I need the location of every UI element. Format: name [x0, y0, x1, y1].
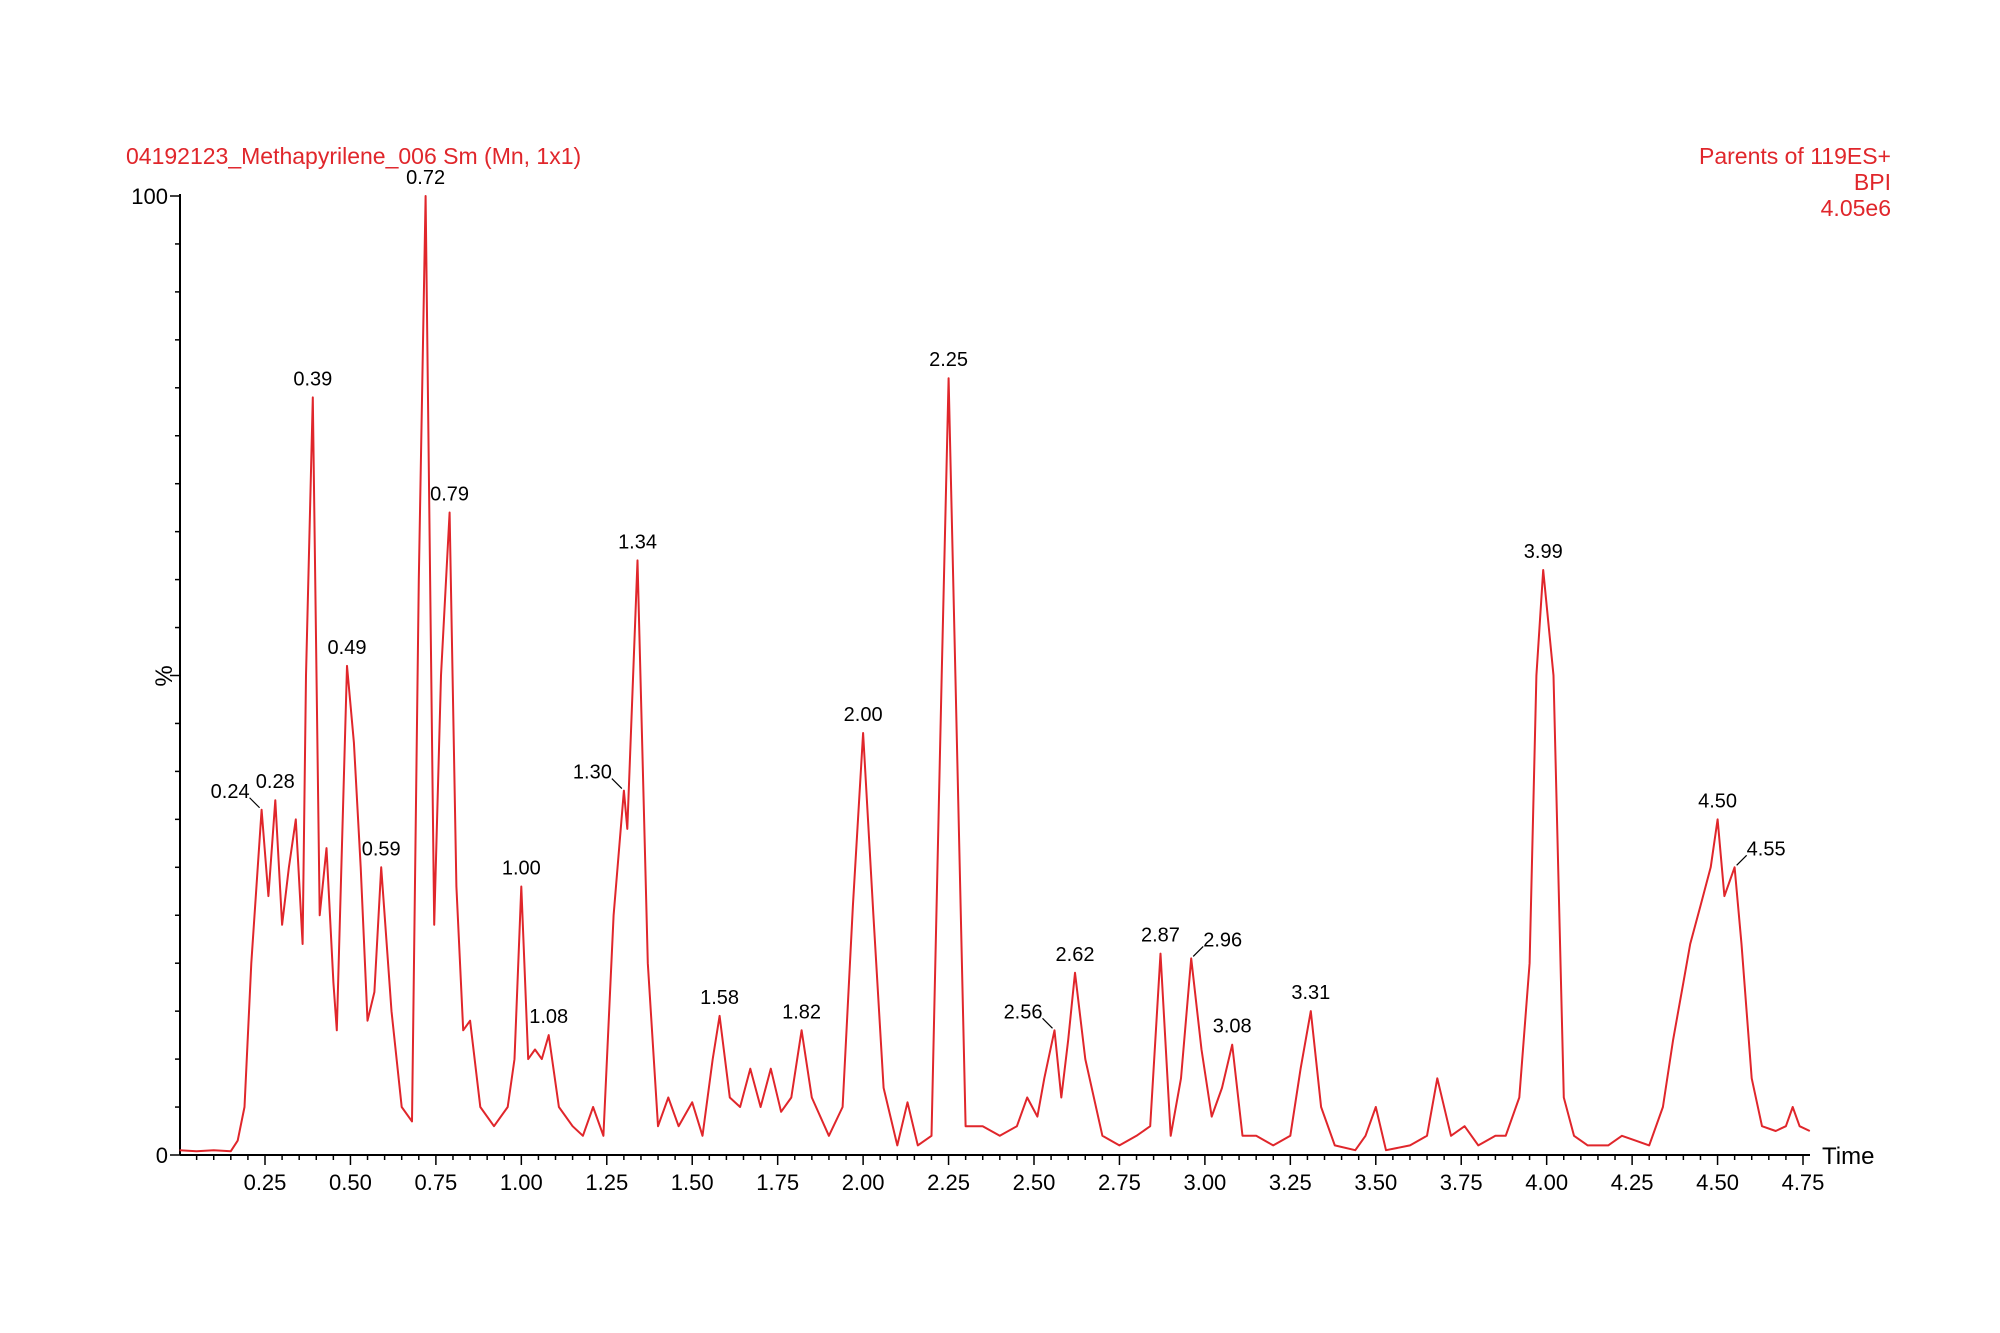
peak-label: 2.87	[1141, 925, 1180, 947]
x-tick-label: 4.50	[1696, 1170, 1739, 1195]
peak-label: 2.62	[1056, 944, 1095, 966]
peak-label: 1.00	[502, 857, 541, 879]
peak-label: 1.34	[618, 531, 657, 553]
peak-label: 2.96	[1203, 929, 1242, 951]
chart-title: 04192123_Methapyrilene_006 Sm (Mn, 1x1)	[126, 143, 582, 169]
peak-annotations: 0.24 0.28 0.39 0.49 0.59 0.72 0.79 1.00 1.08 1.30…	[211, 167, 1786, 1038]
annotation-leader	[611, 778, 623, 790]
peak-label: 1.58	[700, 987, 739, 1009]
peak-label: 4.55	[1747, 838, 1786, 860]
trace-layer	[179, 195, 1811, 1153]
x-tick-label: 2.25	[927, 1170, 970, 1195]
x-tick-label: 3.75	[1440, 1170, 1483, 1195]
x-tick-label: 1.25	[585, 1170, 628, 1195]
x-axis-label: Time	[1822, 1143, 1874, 1170]
x-tick-label: 1.00	[500, 1170, 543, 1195]
chart-axes: 0.25 0.50 0.75 1.00 1.25 1.50 1.75 2.00 2.25 2.50…	[131, 184, 1874, 1195]
annotation-leader	[1736, 854, 1748, 866]
x-tick-label: 0.50	[329, 1170, 372, 1195]
peak-label: 0.49	[328, 637, 367, 659]
x-tick-label: 2.00	[842, 1170, 885, 1195]
chart-info-parents: Parents of 119ES+	[1698, 143, 1891, 169]
x-tick-label: 0.75	[414, 1170, 457, 1195]
peak-label: 0.59	[362, 838, 401, 860]
peak-label: 0.72	[406, 167, 445, 189]
chart-info-intensity: 4.05e6	[1820, 195, 1891, 221]
x-tick-label: 1.75	[756, 1170, 799, 1195]
x-tick-label: 3.25	[1269, 1170, 1312, 1195]
peak-label: 0.24	[211, 781, 250, 803]
peak-label: 0.79	[430, 483, 469, 505]
y-tick-label-max: 100	[131, 184, 168, 209]
x-tick-label: 4.25	[1611, 1170, 1654, 1195]
peak-label: 2.25	[929, 349, 968, 371]
x-tick-label: 2.50	[1013, 1170, 1056, 1195]
peak-label: 3.31	[1291, 982, 1330, 1004]
peak-label: 0.28	[256, 771, 295, 793]
annotation-leader	[1042, 1017, 1053, 1029]
peak-label: 2.00	[844, 704, 883, 726]
peak-label: 1.08	[529, 1006, 568, 1028]
x-tick-label: 1.50	[671, 1170, 714, 1195]
chart-info-bpi: BPI	[1853, 169, 1891, 195]
peak-label: 1.82	[782, 1001, 821, 1023]
peak-label: 3.08	[1213, 1016, 1252, 1038]
x-tick-label: 2.75	[1098, 1170, 1141, 1195]
x-tick-label: 4.75	[1782, 1170, 1825, 1195]
x-tick-label: 0.25	[244, 1170, 287, 1195]
peak-label: 0.39	[293, 368, 332, 390]
peak-label: 1.30	[573, 762, 612, 784]
trace-line	[179, 195, 1811, 1153]
x-tick-label: 4.00	[1525, 1170, 1568, 1195]
annotation-leader	[249, 797, 261, 809]
x-tick-label: 3.00	[1183, 1170, 1226, 1195]
peak-label: 3.99	[1524, 541, 1563, 563]
peak-label: 4.50	[1698, 790, 1737, 812]
y-axis-label: %	[151, 665, 178, 686]
x-tick-label: 3.50	[1354, 1170, 1397, 1195]
annotation-leader	[1192, 945, 1204, 957]
y-tick-label-min: 0	[156, 1143, 168, 1168]
chart-info-block: Parents of 119ES+ BPI 4.05e6	[1699, 143, 1891, 221]
peak-label: 2.56	[1004, 1001, 1043, 1023]
